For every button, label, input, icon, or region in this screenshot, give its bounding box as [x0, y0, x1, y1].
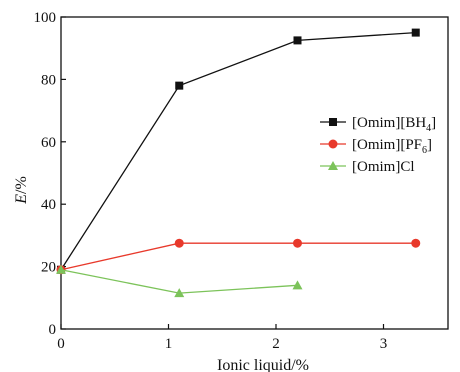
series-1	[56, 238, 421, 275]
y-tick-label-5: 100	[34, 10, 57, 26]
legend-marker-0	[329, 118, 337, 126]
y-tick-label-4: 80	[41, 72, 56, 88]
legend-item-1: [Omim][PF6]	[320, 137, 432, 156]
y-tick-label-2: 40	[41, 197, 56, 213]
series-line-1	[60, 242, 416, 271]
x-tick-label-2: 2	[272, 336, 280, 352]
legend-label-1: [Omim][PF6]	[352, 137, 432, 156]
x-axis-title: Ionic liquid/%	[217, 357, 309, 372]
y-axis-title-main: E	[13, 194, 30, 205]
legend-marker-2	[328, 161, 338, 170]
data-point-0-3	[411, 28, 420, 37]
x-tick-label-3: 3	[380, 336, 388, 352]
x-tick-label-0: 0	[57, 336, 65, 352]
x-tick-label-1: 1	[165, 336, 173, 352]
data-point-1-1	[174, 238, 184, 248]
data-point-2-0	[56, 264, 66, 274]
data-point-0-2	[293, 36, 302, 45]
legend-item-0: [Omim][BH4]	[320, 115, 436, 134]
data-point-1-3	[411, 238, 421, 248]
legend-marker-1	[328, 139, 338, 149]
legend-label-0: [Omim][BH4]	[352, 115, 436, 134]
data-point-1-2	[293, 238, 302, 248]
plot-frame	[60, 16, 449, 330]
series-2	[56, 264, 303, 298]
legend-item-2: [Omim]Cl	[320, 159, 415, 175]
svg-text:E/%: E/%	[13, 176, 30, 205]
y-tick-label-1: 20	[41, 260, 56, 276]
legend-label-2: [Omim]Cl	[352, 159, 415, 175]
y-tick-label-3: 60	[41, 135, 56, 151]
y-axis-title: E/%	[13, 176, 30, 205]
series-line-0	[60, 31, 416, 271]
legend: [Omim][BH4] [Omim][PF6] [Omim]Cl	[320, 115, 436, 175]
data-point-2-2	[292, 280, 303, 290]
y-tick-label-0: 0	[49, 322, 57, 338]
data-point-0-1	[175, 81, 184, 90]
y-axis-title-unit: /%	[13, 176, 30, 194]
data-point-2-1	[174, 288, 185, 298]
